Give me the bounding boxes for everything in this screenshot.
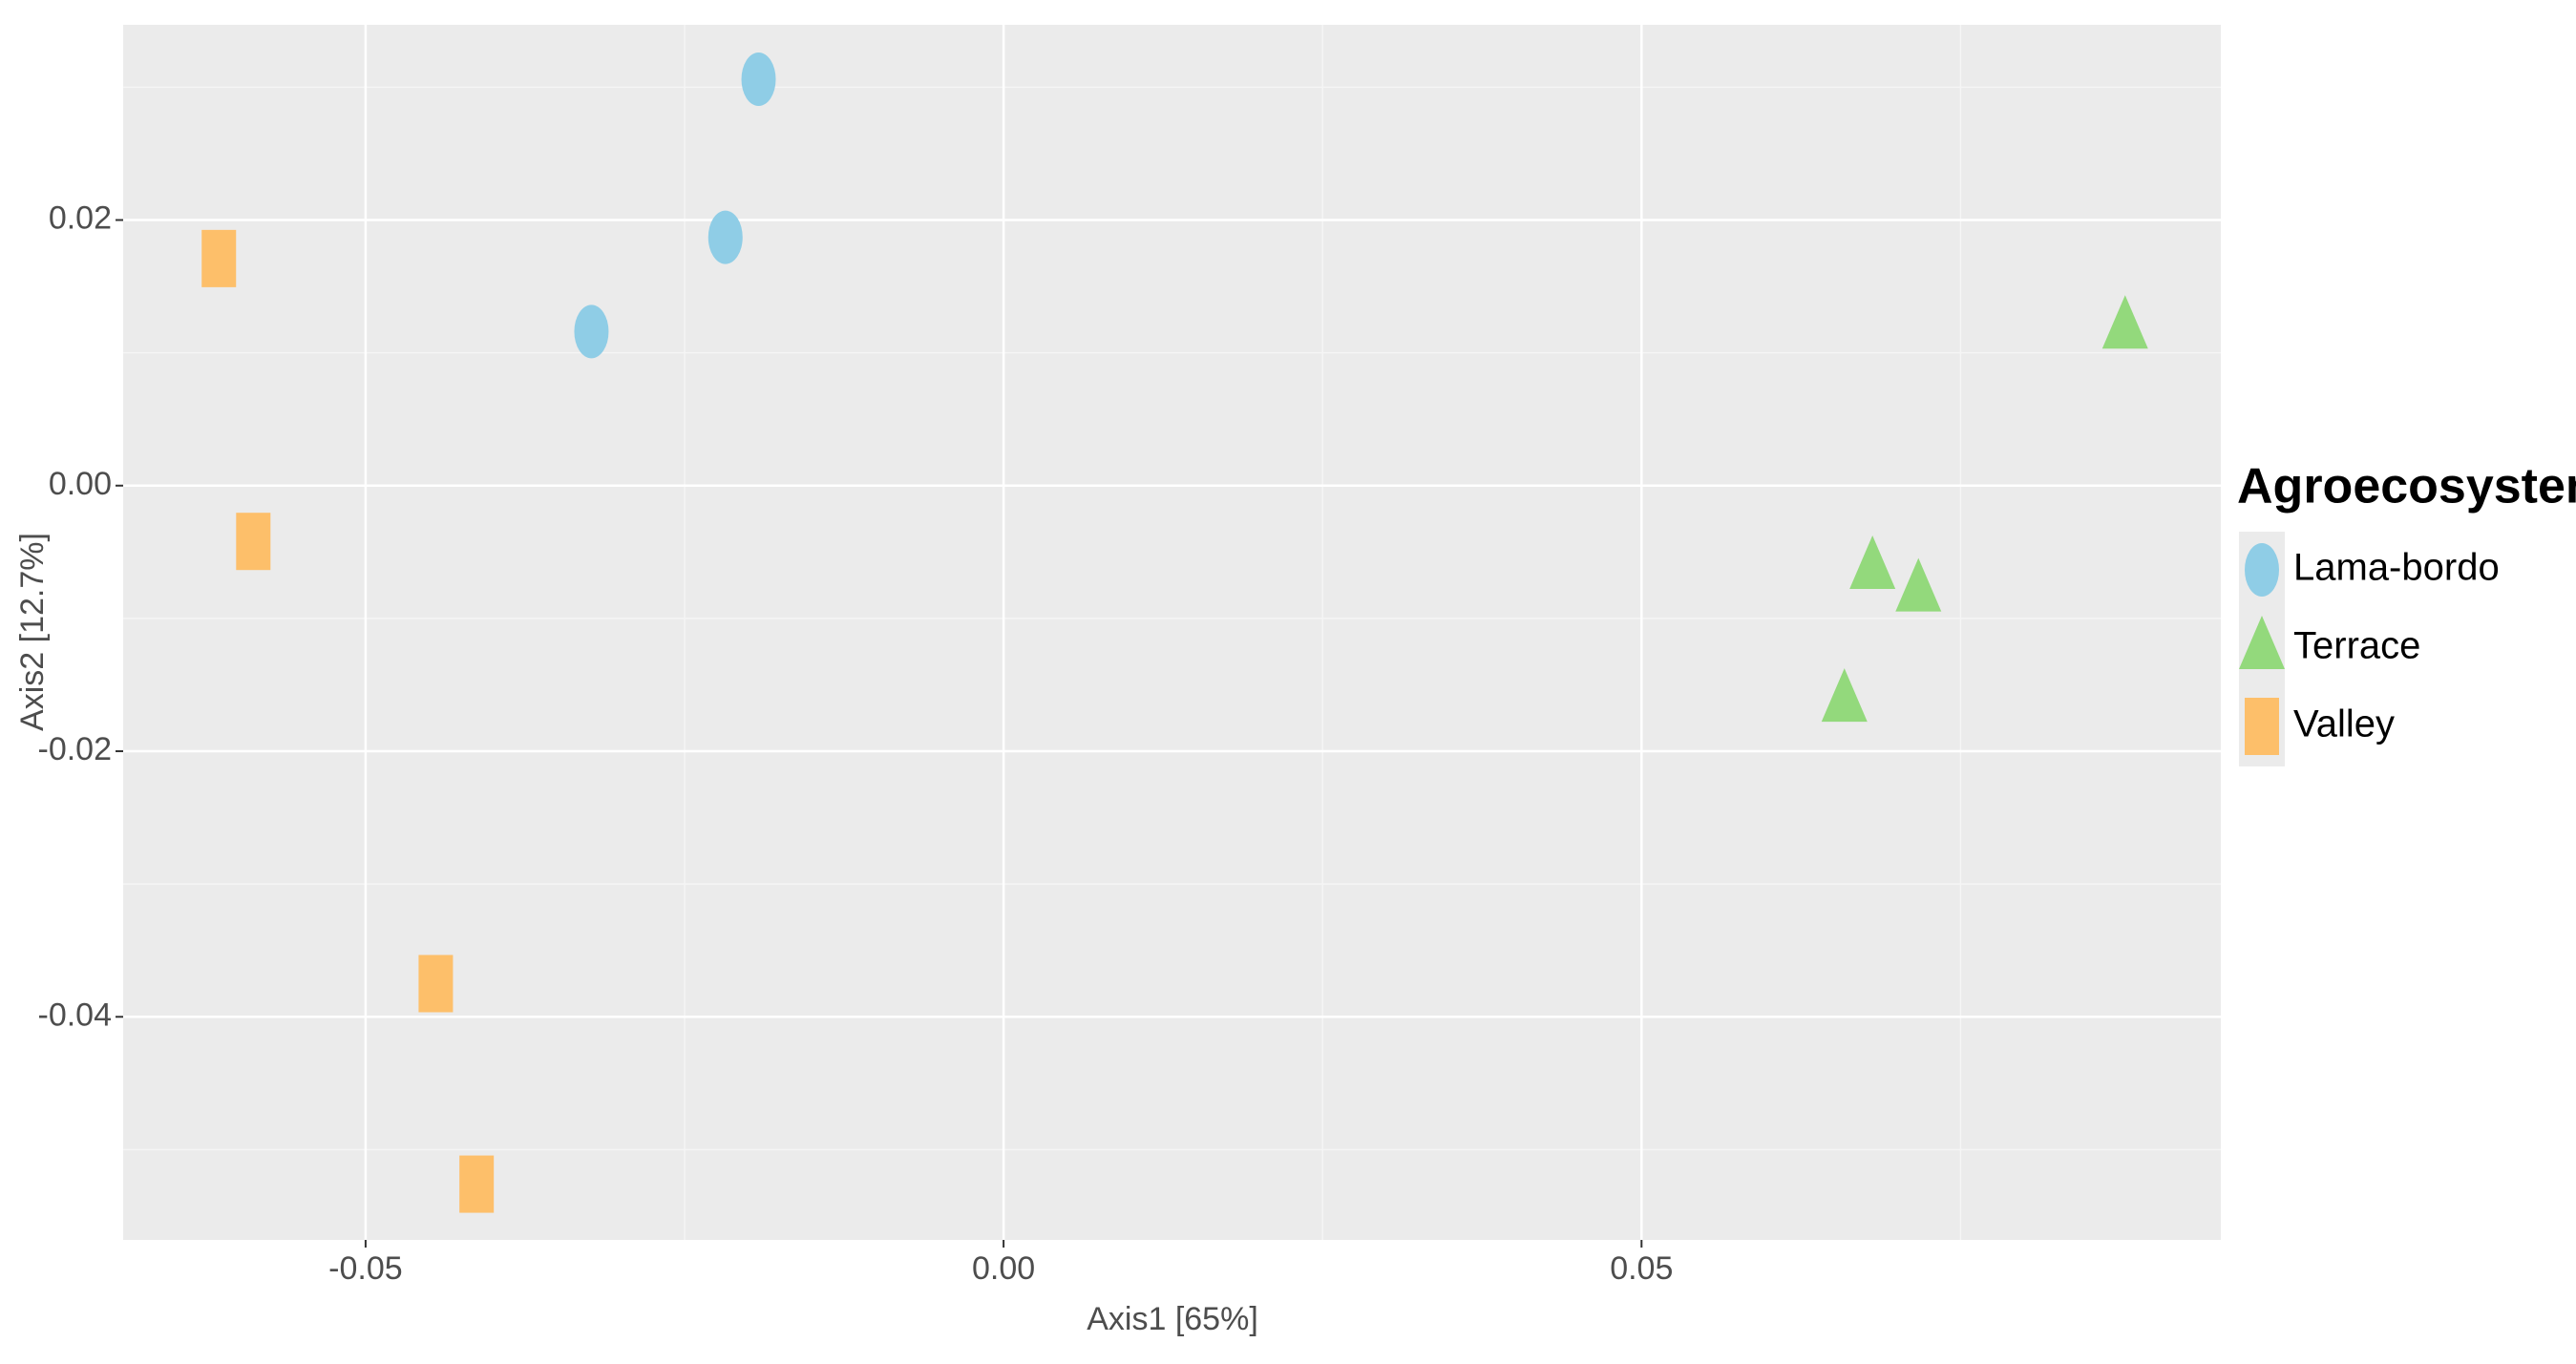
legend-marker (2239, 616, 2285, 669)
y-tick-label: 0.00 (49, 466, 112, 502)
x-tick-label: 0.05 (1610, 1250, 1673, 1287)
legend-label: Valley (2293, 703, 2395, 745)
x-axis-title: Axis1 [65%] (1087, 1301, 1258, 1337)
point (1849, 535, 1896, 590)
legend-label: Terrace (2293, 625, 2420, 667)
x-tick-label: 0.00 (972, 1250, 1035, 1287)
point (1895, 557, 1942, 612)
y-axis-title: Axis2 [12.7%] (14, 533, 51, 731)
y-tick-label: -0.04 (38, 997, 113, 1033)
x-tick-label: -0.05 (328, 1250, 403, 1287)
plot-background (123, 25, 2221, 1240)
point (1821, 668, 1868, 723)
legend-label: Lama-bordo (2293, 547, 2500, 589)
point (201, 229, 237, 287)
y-tick-label: -0.02 (38, 731, 113, 767)
point (2101, 295, 2148, 349)
legend-title: Agroecosystems (2237, 459, 2576, 514)
point (418, 955, 454, 1013)
y-tick-label: 0.02 (49, 199, 112, 236)
legend-marker (2245, 543, 2279, 597)
legend-marker (2245, 698, 2279, 755)
point (236, 513, 271, 571)
point (741, 52, 776, 107)
point (707, 210, 743, 264)
point (459, 1155, 495, 1213)
point (574, 304, 609, 359)
